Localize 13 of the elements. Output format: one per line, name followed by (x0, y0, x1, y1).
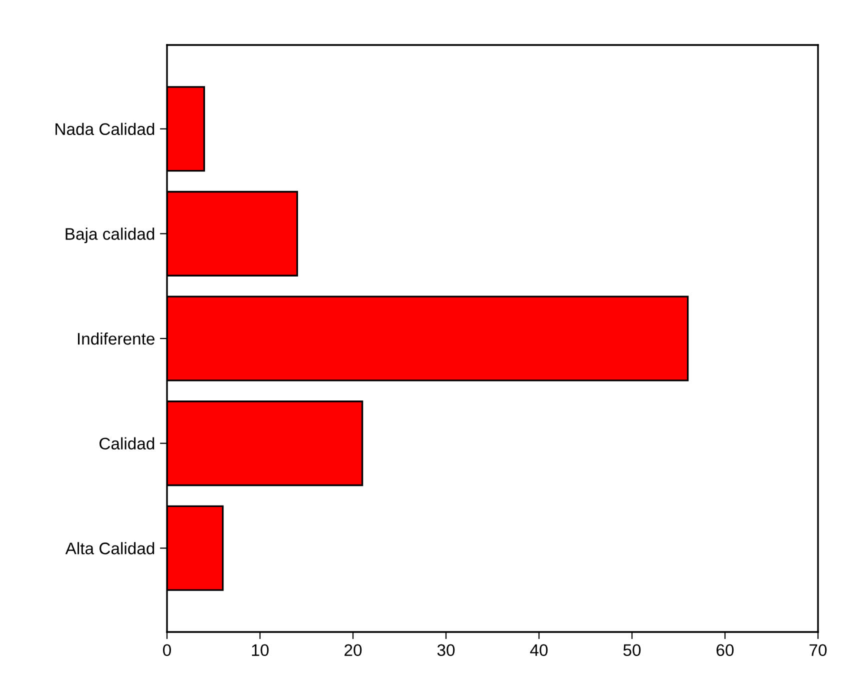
x-tick-label: 0 (163, 644, 171, 656)
y-tick-label: Indiferente (78, 332, 154, 345)
y-tick-label: Baja calidad (66, 228, 154, 244)
x-tick-label: 40 (530, 644, 548, 656)
x-tick-label: 60 (716, 644, 734, 656)
x-tick-label: 10 (252, 644, 269, 656)
x-tick-label: 20 (344, 644, 362, 656)
x-tick-label: 30 (437, 644, 455, 656)
x-tick-label: 70 (810, 644, 827, 656)
y-tick-label: Alta Calidad (65, 542, 154, 554)
y-tick-label: Calidad (100, 437, 154, 450)
x-tick-label: 50 (623, 644, 641, 656)
y-tick-label: Nada Calidad (56, 122, 154, 136)
